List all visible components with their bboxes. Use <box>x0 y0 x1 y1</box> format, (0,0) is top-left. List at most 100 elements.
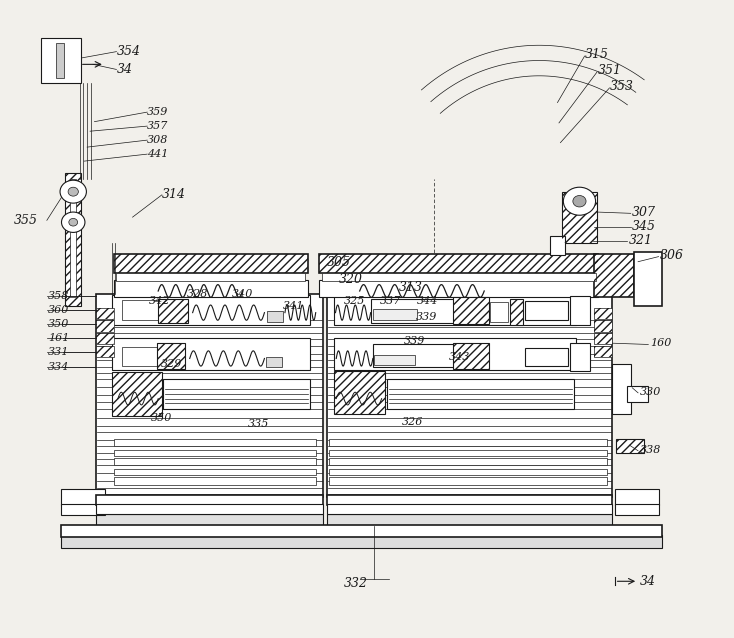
Text: 161: 161 <box>48 333 70 343</box>
Bar <box>112 373 162 416</box>
Bar <box>329 439 607 447</box>
Bar <box>56 43 65 78</box>
Bar <box>612 364 631 415</box>
Text: 160: 160 <box>650 338 671 348</box>
Text: 345: 345 <box>632 219 656 233</box>
Text: 358: 358 <box>48 291 70 301</box>
Text: 351: 351 <box>597 64 622 77</box>
Bar <box>96 320 115 332</box>
Bar <box>334 371 385 415</box>
Bar <box>616 439 644 453</box>
Bar <box>96 346 115 357</box>
Text: 34: 34 <box>117 63 132 76</box>
Bar <box>122 300 166 320</box>
Bar <box>266 311 283 322</box>
Bar <box>122 347 162 366</box>
Bar <box>61 489 105 505</box>
Bar <box>329 458 607 465</box>
Text: 343: 343 <box>449 352 470 362</box>
Bar <box>327 293 612 497</box>
Bar <box>329 468 607 475</box>
Bar <box>614 489 658 505</box>
Text: 330: 330 <box>639 387 661 397</box>
Text: 353: 353 <box>610 80 634 93</box>
Bar <box>562 191 597 242</box>
Text: 326: 326 <box>402 417 424 427</box>
Text: 34: 34 <box>639 575 655 588</box>
Bar <box>329 450 607 456</box>
Bar <box>334 338 575 370</box>
Bar <box>562 191 597 242</box>
Text: 332: 332 <box>344 577 368 590</box>
Text: 342: 342 <box>149 296 170 306</box>
Bar <box>327 514 612 526</box>
Bar <box>96 333 115 345</box>
Bar <box>112 373 162 416</box>
Bar <box>334 371 385 415</box>
Bar <box>570 296 590 325</box>
Bar <box>616 439 644 453</box>
Bar <box>61 535 661 548</box>
Text: 359: 359 <box>148 107 169 117</box>
Circle shape <box>68 187 79 196</box>
Text: 335: 335 <box>248 419 269 429</box>
Bar <box>115 458 316 465</box>
Text: 325: 325 <box>344 296 365 306</box>
Bar <box>115 450 316 456</box>
Bar <box>117 272 305 281</box>
Text: 321: 321 <box>628 234 653 246</box>
Bar <box>41 38 81 84</box>
Bar <box>373 309 417 320</box>
Bar <box>627 386 647 402</box>
Text: 329: 329 <box>161 359 182 369</box>
Bar <box>329 477 607 484</box>
Bar <box>61 503 105 515</box>
Bar <box>634 252 662 306</box>
Text: 355: 355 <box>14 214 38 227</box>
Bar <box>594 308 612 319</box>
Bar <box>164 379 310 410</box>
Text: 344: 344 <box>417 296 438 306</box>
Circle shape <box>60 180 87 203</box>
Bar <box>319 280 597 297</box>
Bar <box>594 254 634 297</box>
Bar <box>96 514 323 526</box>
Bar <box>159 299 187 323</box>
Text: 339: 339 <box>416 312 437 322</box>
Circle shape <box>69 218 78 226</box>
Text: 340: 340 <box>231 288 252 299</box>
Bar <box>327 495 612 505</box>
Bar <box>454 343 489 369</box>
Bar <box>157 343 184 369</box>
Bar <box>115 468 316 475</box>
Text: 360: 360 <box>48 305 70 315</box>
Text: 334: 334 <box>48 362 70 372</box>
Bar <box>327 504 612 514</box>
Text: 314: 314 <box>162 188 186 202</box>
Bar <box>510 299 523 325</box>
Bar <box>115 477 316 484</box>
Bar <box>594 333 612 345</box>
Bar <box>61 525 661 537</box>
Bar <box>374 355 415 365</box>
Bar <box>594 254 634 297</box>
Bar <box>96 308 115 319</box>
Bar <box>454 343 489 369</box>
Bar <box>454 297 489 324</box>
Bar <box>594 308 612 319</box>
Bar <box>319 254 597 273</box>
Bar <box>373 345 476 367</box>
Text: 331: 331 <box>48 347 70 357</box>
Bar <box>490 302 509 322</box>
Bar <box>334 295 575 325</box>
Text: 320: 320 <box>339 273 363 286</box>
Text: 441: 441 <box>148 149 169 159</box>
Text: 307: 307 <box>632 205 656 219</box>
Bar <box>96 333 115 345</box>
Text: 315: 315 <box>585 48 609 61</box>
Bar <box>454 297 489 324</box>
Bar <box>96 495 323 505</box>
Bar <box>96 320 115 332</box>
Bar <box>387 379 573 410</box>
Bar <box>115 254 308 273</box>
